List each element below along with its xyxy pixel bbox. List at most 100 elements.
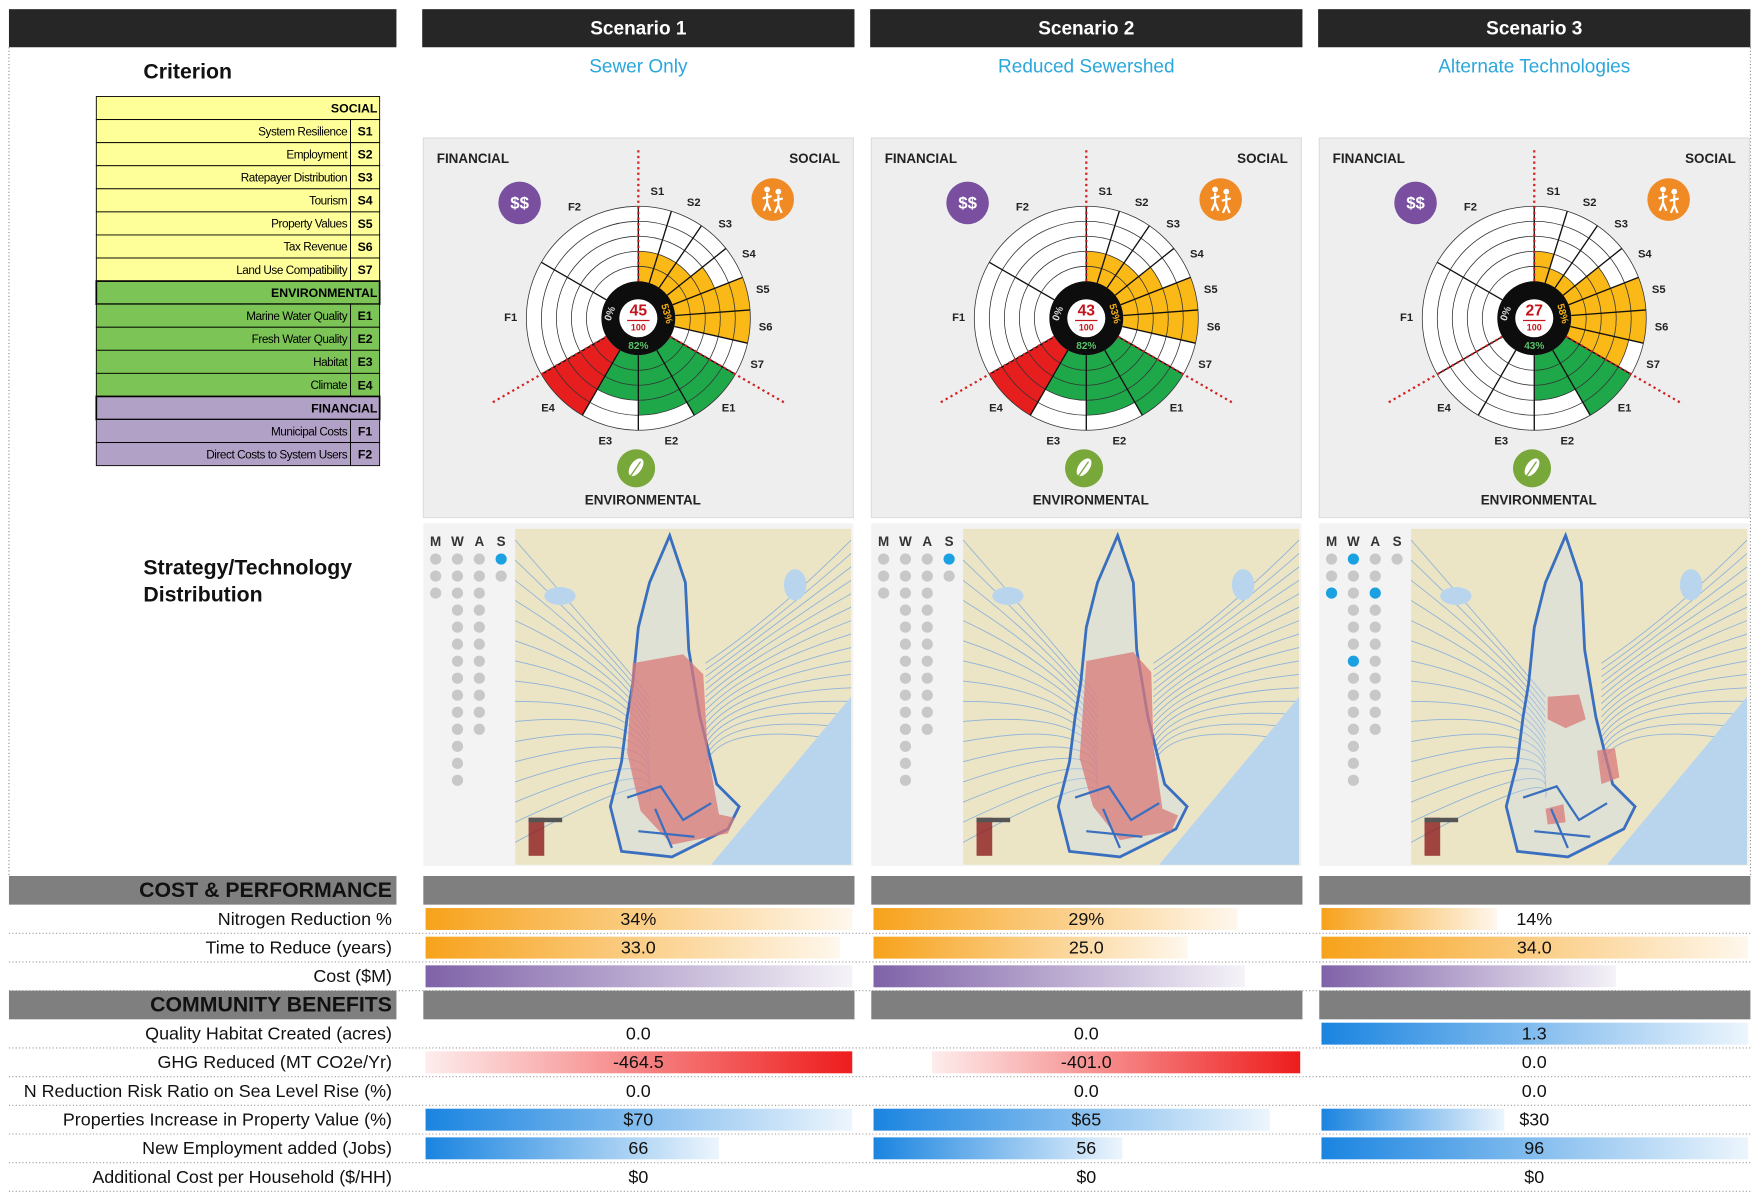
score-out-of: 100 — [1527, 323, 1542, 333]
strategy-dot — [1348, 639, 1359, 650]
strategy-dot — [1370, 587, 1381, 598]
strategy-dot — [944, 553, 955, 564]
strategy-title: Strategy/Technology — [143, 556, 352, 580]
criteria-code: F1 — [358, 424, 373, 438]
section-title: COST & PERFORMANCE — [139, 878, 392, 902]
dashboard: Criterion Strategy/Technology Distributi… — [0, 0, 1756, 1192]
strategy-dot — [944, 570, 955, 581]
strategy-dot — [430, 570, 441, 581]
strategy-title: Distribution — [143, 583, 262, 607]
strategy-column-label: M — [1326, 534, 1337, 549]
section-header — [871, 991, 1302, 1020]
environmental-score: 43% — [1524, 341, 1544, 352]
strategy-dot — [900, 605, 911, 616]
radar-axis-label: E2 — [1113, 436, 1127, 448]
radar-axis-label: S5 — [1204, 284, 1218, 296]
criteria-group-name: ENVIRONMENTAL — [271, 286, 378, 300]
strategy-dot — [922, 724, 933, 735]
cell-value: 96 — [1524, 1138, 1544, 1158]
social-icon-figure — [1660, 187, 1666, 193]
strategy-dot — [900, 587, 911, 598]
cell-value: $0 — [1076, 1167, 1096, 1187]
strategy-dot — [1348, 758, 1359, 769]
strategy-dot — [1370, 622, 1381, 633]
strategy-dot — [474, 656, 485, 667]
criteria-name: System Resilience — [258, 125, 348, 138]
page: { "criteria": { "title": "Criterion", "g… — [0, 0, 1756, 1192]
strategy-dot — [900, 741, 911, 752]
environmental-score: 82% — [628, 341, 648, 352]
strategy-dot — [1326, 553, 1337, 564]
strategy-column-label: W — [451, 534, 464, 549]
strategy-dot — [900, 758, 911, 769]
cell-value: 0.0 — [1074, 1081, 1099, 1101]
score-out-of: 100 — [631, 323, 646, 333]
section-header — [1319, 876, 1750, 905]
map-legend — [1425, 818, 1459, 822]
section-header — [423, 991, 854, 1020]
map-legend — [529, 818, 563, 822]
strategy-dot — [922, 639, 933, 650]
cell-value: $0 — [1524, 1167, 1544, 1187]
social-icon — [1647, 178, 1690, 221]
radar-axis-label: E3 — [598, 436, 612, 448]
criterion-title: Criterion — [143, 60, 232, 84]
strategy-dot — [452, 775, 463, 786]
environmental-label: ENVIRONMENTAL — [585, 492, 701, 507]
score-out-of: 100 — [1079, 323, 1094, 333]
map-legend — [977, 818, 1011, 822]
strategy-column-label: A — [1370, 534, 1380, 549]
strategy-dot — [1326, 570, 1337, 581]
strategy-dot — [878, 587, 889, 598]
strategy-dot — [1348, 656, 1359, 667]
data-bar — [1321, 1109, 1504, 1131]
cell-value: 66 — [628, 1138, 648, 1158]
strategy-dot — [496, 553, 507, 564]
data-bar — [1321, 908, 1497, 930]
social-icon-figure — [764, 187, 770, 193]
criteria-code: S5 — [358, 217, 373, 231]
strategy-dot — [922, 690, 933, 701]
strategy-dot — [878, 553, 889, 564]
criteria-code: S6 — [358, 240, 373, 254]
criteria-name: Habitat — [313, 356, 348, 369]
cell-value: 0.0 — [626, 1081, 651, 1101]
strategy-dot — [1348, 605, 1359, 616]
strategy-column-label: S — [945, 534, 954, 549]
criteria-code: S4 — [358, 194, 373, 208]
radar-axis-label: S1 — [651, 186, 665, 198]
strategy-dot — [1348, 741, 1359, 752]
cell-value: 0.0 — [1522, 1081, 1547, 1101]
criteria-name: Marine Water Quality — [246, 310, 348, 323]
strategy-dot — [922, 553, 933, 564]
strategy-dot — [1370, 656, 1381, 667]
strategy-dot — [1348, 707, 1359, 718]
environmental-label: ENVIRONMENTAL — [1033, 492, 1149, 507]
row-label: N Reduction Risk Ratio on Sea Level Rise… — [24, 1081, 392, 1101]
strategy-dot — [1370, 605, 1381, 616]
criteria-code: E1 — [358, 309, 373, 323]
row-label: Additional Cost per Household ($/HH) — [92, 1167, 392, 1187]
scenario-subtitle: Reduced Sewershed — [998, 56, 1175, 77]
row-label: Quality Habitat Created (acres) — [145, 1024, 392, 1044]
radar-axis-label: E3 — [1494, 436, 1508, 448]
radar-axis-label: S7 — [1646, 359, 1660, 371]
cell-value: 29% — [1068, 909, 1104, 929]
cell-value: 0.0 — [626, 1024, 651, 1044]
strategy-dot — [1370, 707, 1381, 718]
strategy-dot — [1348, 673, 1359, 684]
radar-axis-label: F1 — [952, 312, 965, 324]
strategy-dot — [452, 639, 463, 650]
criteria-code: E4 — [358, 378, 373, 392]
strategy-dot — [900, 553, 911, 564]
row-label: Cost ($M) — [313, 966, 392, 986]
financial-label: FINANCIAL — [885, 151, 957, 166]
strategy-dot — [452, 656, 463, 667]
map-water — [1440, 587, 1471, 605]
cell-value: $0 — [628, 1167, 648, 1187]
strategy-column-label: A — [922, 534, 932, 549]
cell-value: 25.0 — [1069, 938, 1104, 958]
section-title: COMMUNITY BENEFITS — [150, 993, 392, 1017]
social-icon-figure — [1671, 189, 1677, 195]
environmental-label: ENVIRONMENTAL — [1481, 492, 1597, 507]
